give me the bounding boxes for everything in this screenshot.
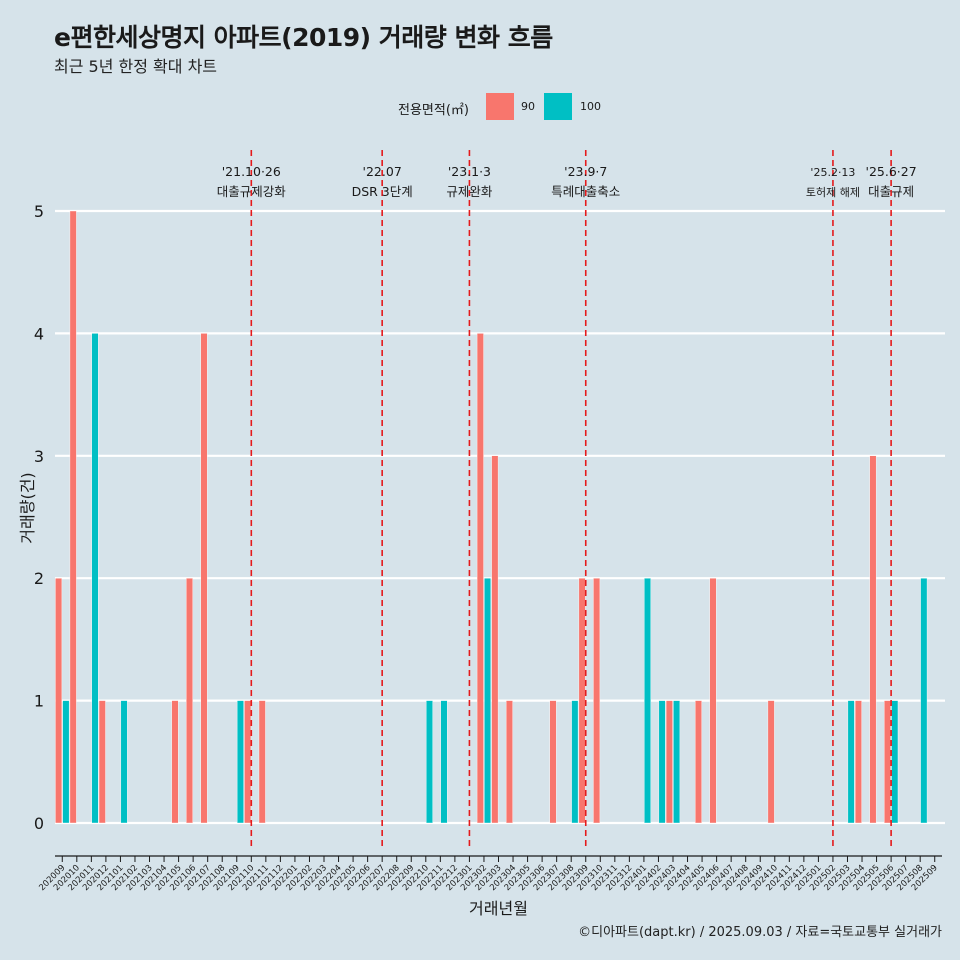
bar-100-202009: [62, 700, 70, 824]
y-tick-label: 0: [34, 814, 44, 833]
bar-90-202304: [505, 700, 513, 824]
bar-100-202211: [440, 700, 448, 824]
x-axis-title: 거래년월: [469, 899, 528, 918]
bar-100-202508: [920, 578, 928, 824]
event-label: DSR 3단계: [352, 184, 413, 199]
y-tick-label: 1: [34, 692, 44, 711]
event-label: 토허제 해제: [806, 185, 860, 199]
y-axis-title: 거래량(건): [18, 472, 37, 543]
bar-90-202403: [665, 700, 673, 824]
legend: 전용면적(㎡) 90 100: [0, 93, 960, 121]
event-date: '25.6·27: [866, 164, 917, 179]
y-tick-label: 2: [34, 569, 44, 588]
bar-90-202505: [869, 455, 877, 824]
bar-90-202303: [491, 455, 499, 824]
bar-90-202111: [258, 700, 266, 824]
bar-90-202110: [244, 700, 252, 824]
bar-90-202009: [55, 578, 63, 824]
chart-title: e편한세상명지 아파트(2019) 거래량 변화 흐름: [54, 23, 553, 52]
event-date: '23.9·7: [564, 164, 607, 179]
bar-100-202011: [91, 333, 99, 824]
bar-90-202405: [695, 700, 702, 824]
bar-90-202309: [578, 578, 586, 824]
bar-100-202402: [658, 700, 666, 824]
event-date: '22.07: [363, 164, 402, 179]
bar-100-202403: [673, 700, 681, 824]
bar-90-202504: [854, 700, 862, 824]
bar-90-202107: [200, 333, 208, 824]
bar-90-202302: [476, 333, 484, 824]
y-tick-label: 3: [34, 447, 44, 466]
event-label: 대출규제: [868, 184, 914, 199]
bar-90-202310: [593, 578, 601, 824]
bar-100-202210: [425, 700, 433, 824]
bar-100-202101: [120, 700, 128, 824]
bar-90-202506: [884, 700, 891, 824]
event-label: 특례대출축소: [551, 184, 620, 199]
event-date: '23.1·3: [448, 164, 491, 179]
y-tick-label: 5: [34, 202, 44, 221]
bar-90-202105: [171, 700, 179, 824]
bar-100-202109: [236, 700, 244, 824]
bar-100-202506: [891, 700, 899, 824]
event-label: 대출규제강화: [217, 184, 287, 199]
event-date: '25.2·13: [810, 166, 855, 179]
bar-90-202010: [69, 210, 77, 824]
legend-title: 전용면적(㎡): [398, 103, 469, 118]
bar-90-202106: [186, 578, 193, 824]
bar-100-202302: [484, 578, 492, 824]
bar-90-202307: [549, 700, 557, 824]
legend-label-100: 100: [580, 100, 601, 113]
bar-100-202503: [847, 700, 855, 824]
event-date: '21.10·26: [222, 164, 281, 179]
source-caption: ©디아파트(dapt.kr) / 2025.09.03 / 자료=국토교통부 실…: [578, 925, 942, 940]
legend-key-90: [486, 93, 514, 120]
bar-90-202410: [767, 700, 775, 824]
bar-90-202406: [709, 578, 717, 824]
bar-100-202308: [571, 700, 579, 824]
bar-90-202012: [98, 700, 106, 824]
chart-subtitle: 최근 5년 한정 확대 차트: [54, 57, 218, 76]
y-tick-label: 4: [34, 324, 44, 343]
legend-label-90: 90: [521, 100, 535, 113]
bar-100-202401: [644, 578, 651, 824]
event-label: 규제완화: [446, 184, 493, 199]
legend-key-100: [544, 93, 572, 120]
